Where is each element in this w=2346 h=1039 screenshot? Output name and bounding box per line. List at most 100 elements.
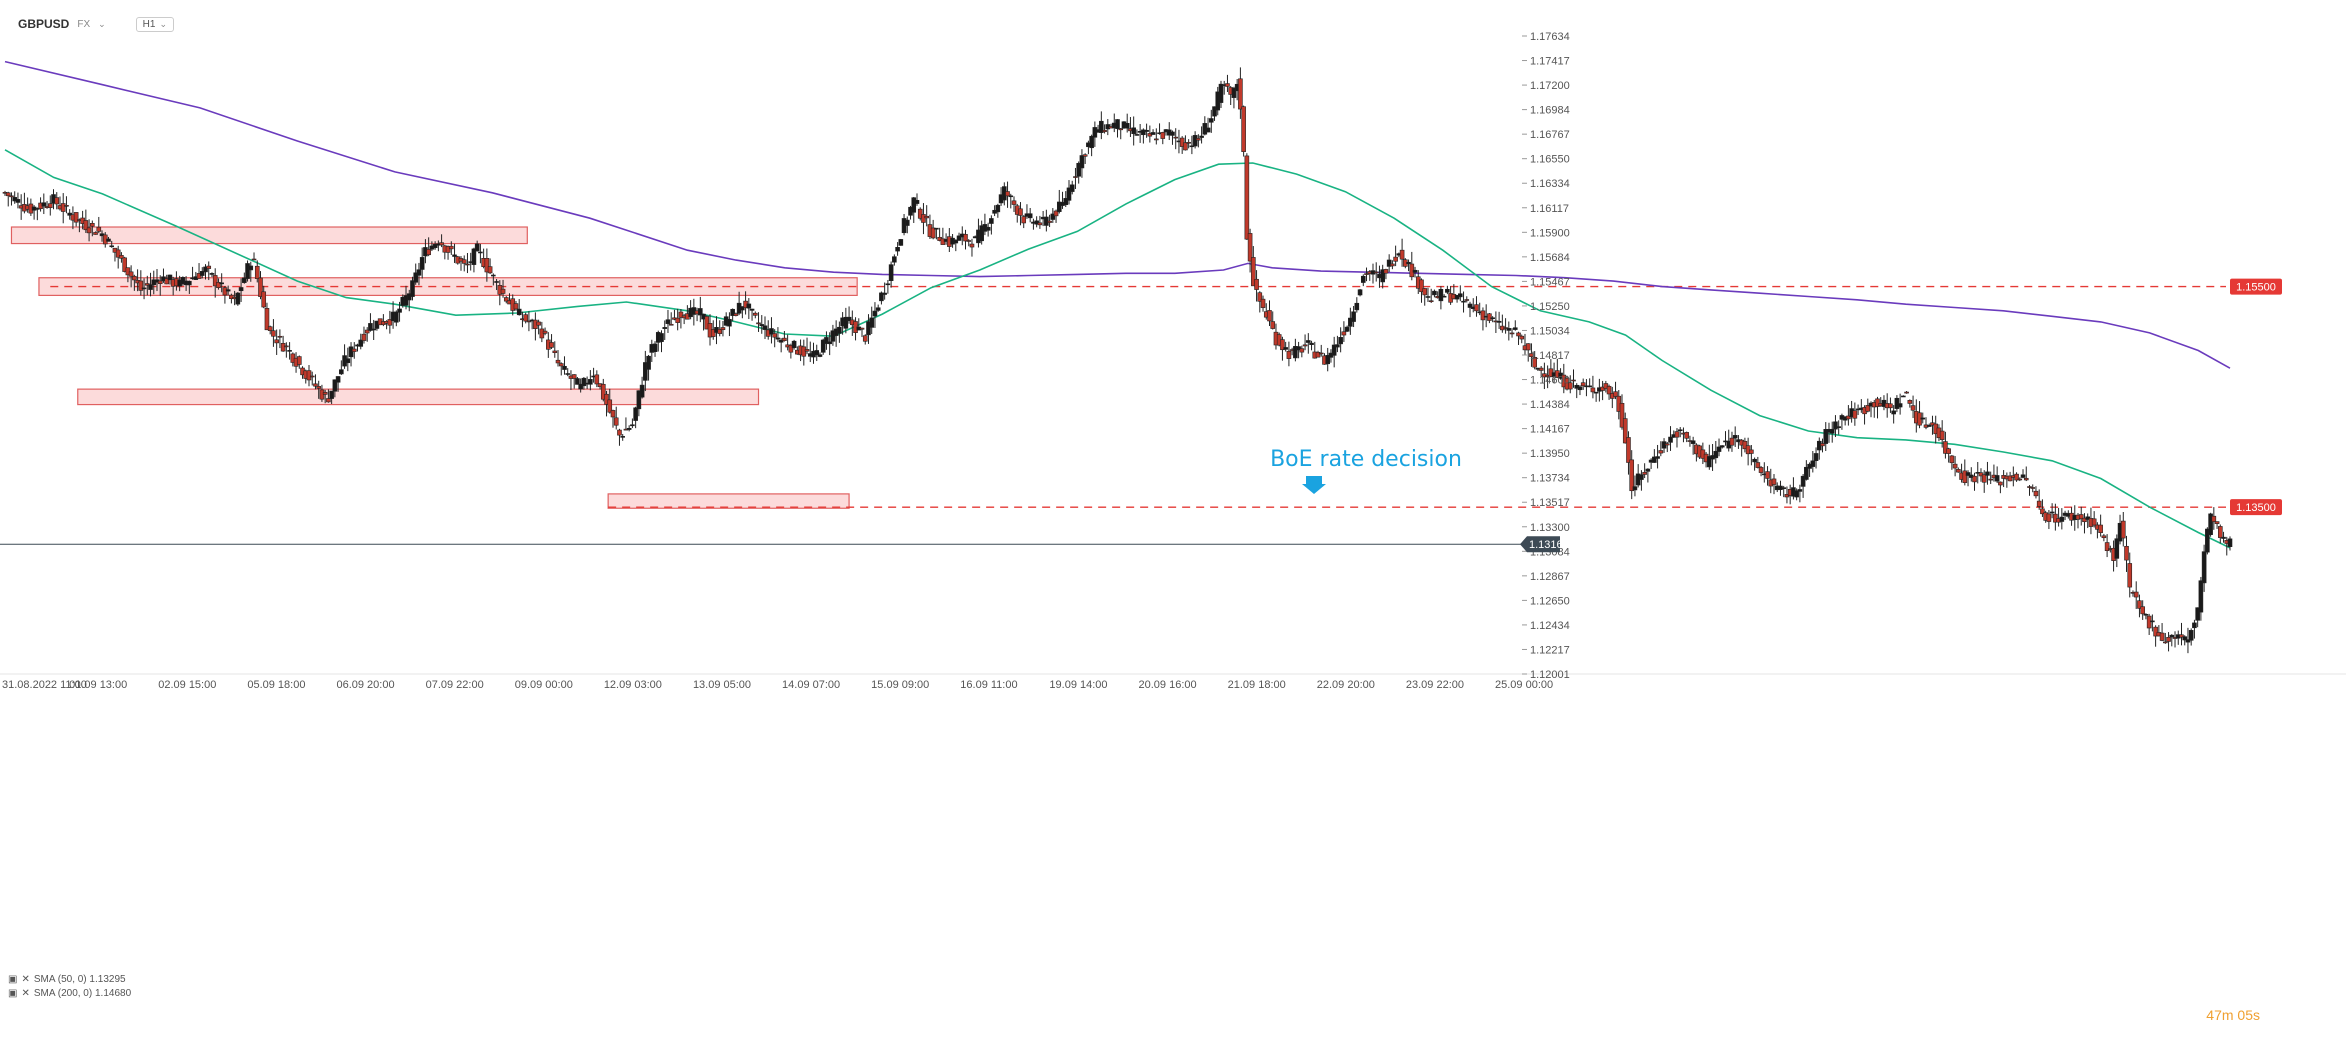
candle[interactable]: [471, 247, 477, 273]
candle[interactable]: [966, 239, 972, 247]
candle[interactable]: [620, 433, 625, 441]
candle[interactable]: [1141, 128, 1146, 144]
candle[interactable]: [316, 380, 321, 399]
candle[interactable]: [2137, 594, 2142, 618]
candle[interactable]: [963, 229, 968, 250]
candle[interactable]: [1506, 321, 1512, 341]
candle[interactable]: [410, 276, 415, 301]
candle[interactable]: [1341, 321, 1347, 342]
candle[interactable]: [1348, 307, 1353, 335]
candle[interactable]: [1406, 259, 1411, 272]
candle[interactable]: [1642, 463, 1647, 479]
candle[interactable]: [1170, 130, 1175, 145]
candle[interactable]: [1008, 193, 1014, 209]
candle[interactable]: [342, 344, 347, 369]
candle[interactable]: [594, 370, 600, 388]
candle[interactable]: [206, 261, 212, 281]
candle[interactable]: [238, 278, 244, 302]
candle[interactable]: [759, 315, 765, 334]
candle[interactable]: [1173, 128, 1179, 150]
candle[interactable]: [956, 232, 962, 241]
candle[interactable]: [245, 260, 250, 282]
candle[interactable]: [2227, 536, 2233, 551]
candle[interactable]: [329, 390, 334, 405]
zone-rect[interactable]: [607, 493, 850, 509]
candle[interactable]: [478, 243, 483, 264]
candle[interactable]: [1512, 320, 1518, 331]
candle[interactable]: [1677, 427, 1683, 438]
candle[interactable]: [1218, 80, 1224, 109]
candle[interactable]: [1370, 263, 1376, 284]
candle[interactable]: [772, 329, 777, 348]
candle[interactable]: [2198, 576, 2204, 621]
candle[interactable]: [604, 390, 609, 417]
candle[interactable]: [1755, 456, 1761, 469]
candle[interactable]: [1952, 456, 1958, 477]
candle[interactable]: [2020, 469, 2026, 479]
candle[interactable]: [607, 388, 613, 414]
candle[interactable]: [895, 242, 900, 256]
candle[interactable]: [549, 334, 554, 350]
candle[interactable]: [1978, 468, 1984, 482]
candle[interactable]: [1244, 153, 1250, 240]
candle[interactable]: [1758, 465, 1764, 477]
candle[interactable]: [474, 240, 480, 252]
candle[interactable]: [93, 231, 98, 235]
candle[interactable]: [54, 192, 60, 210]
candle[interactable]: [1794, 488, 1799, 501]
candle[interactable]: [306, 365, 312, 387]
candle[interactable]: [1011, 196, 1017, 212]
candle[interactable]: [448, 241, 454, 255]
candle[interactable]: [617, 428, 622, 446]
candle[interactable]: [1943, 431, 1948, 459]
candle[interactable]: [271, 319, 276, 347]
candle[interactable]: [1820, 438, 1825, 453]
candle[interactable]: [484, 248, 490, 282]
candle[interactable]: [730, 308, 735, 322]
candle[interactable]: [1257, 291, 1263, 313]
candle[interactable]: [1118, 127, 1124, 140]
candle[interactable]: [588, 370, 593, 391]
candle[interactable]: [1115, 119, 1120, 138]
candle[interactable]: [2201, 544, 2207, 592]
candle[interactable]: [2143, 613, 2149, 620]
candle[interactable]: [1325, 347, 1331, 372]
candle[interactable]: [678, 309, 684, 329]
candle[interactable]: [2163, 632, 2168, 644]
candle[interactable]: [258, 271, 263, 300]
candle[interactable]: [2221, 531, 2226, 543]
candle[interactable]: [1613, 381, 1618, 400]
candle[interactable]: [1364, 267, 1369, 282]
candle[interactable]: [636, 390, 642, 417]
candle[interactable]: [96, 216, 102, 234]
candle[interactable]: [284, 342, 289, 358]
candle[interactable]: [523, 312, 528, 324]
candle[interactable]: [1846, 405, 1851, 426]
candle[interactable]: [1338, 327, 1343, 353]
candle[interactable]: [1500, 314, 1505, 333]
candle[interactable]: [2027, 485, 2032, 496]
candle[interactable]: [1962, 459, 1968, 486]
candle[interactable]: [1066, 180, 1072, 205]
candle[interactable]: [843, 307, 849, 334]
candle[interactable]: [1988, 471, 1993, 485]
candle[interactable]: [914, 193, 920, 206]
candle[interactable]: [1050, 208, 1056, 223]
close-icon[interactable]: ✕: [21, 988, 30, 999]
legend-sma50[interactable]: ▣ ✕ SMA (50, 0) 1.13295: [8, 973, 131, 987]
candle[interactable]: [1373, 262, 1379, 282]
candle[interactable]: [2153, 625, 2158, 647]
candle[interactable]: [397, 301, 402, 322]
candle[interactable]: [516, 299, 522, 316]
candle[interactable]: [698, 296, 703, 323]
candle[interactable]: [413, 263, 419, 285]
candle[interactable]: [985, 222, 991, 237]
candle[interactable]: [242, 272, 247, 284]
candle[interactable]: [639, 376, 645, 399]
candle[interactable]: [879, 291, 884, 305]
candle[interactable]: [1574, 383, 1580, 399]
candle[interactable]: [1503, 318, 1508, 334]
candle[interactable]: [2188, 628, 2194, 646]
candle[interactable]: [1099, 111, 1104, 140]
candle[interactable]: [419, 247, 425, 279]
